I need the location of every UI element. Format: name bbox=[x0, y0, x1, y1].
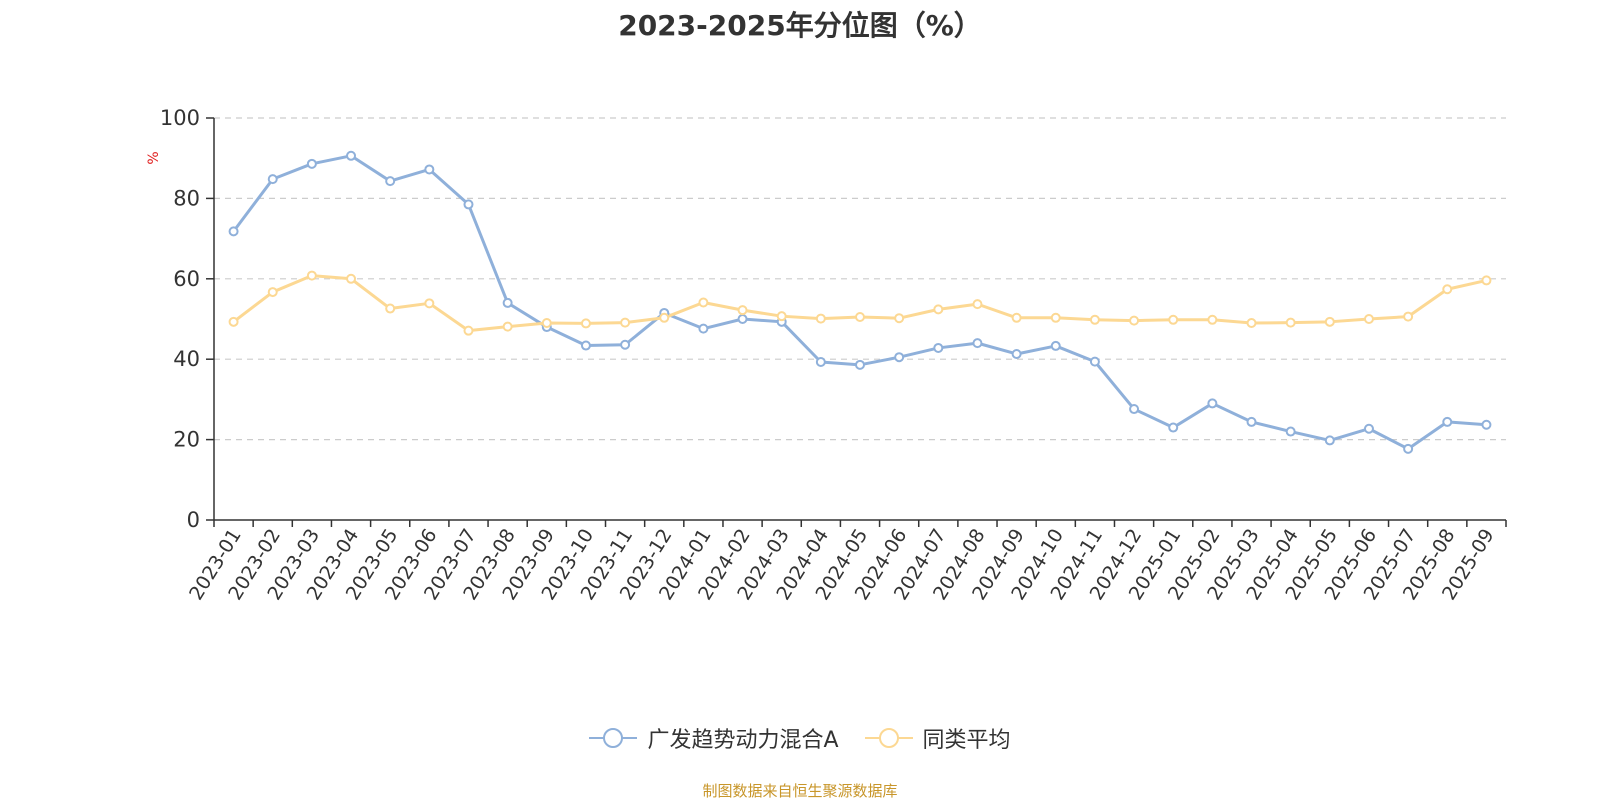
data-point[interactable] bbox=[463, 199, 474, 210]
legend-label-fund: 广发趋势动力混合A bbox=[647, 728, 839, 753]
data-point[interactable] bbox=[1168, 422, 1179, 433]
grid-lines bbox=[214, 117, 1506, 441]
data-point[interactable] bbox=[737, 314, 748, 324]
data-point[interactable] bbox=[1324, 435, 1335, 446]
data-point[interactable] bbox=[385, 303, 396, 314]
data-point[interactable] bbox=[659, 312, 670, 323]
legend-item-fund[interactable]: 广发趋势动力混合A bbox=[589, 722, 839, 754]
y-tick-label: 0 bbox=[187, 508, 200, 532]
data-point[interactable] bbox=[424, 298, 435, 309]
y-tick-label: 40 bbox=[173, 347, 200, 371]
data-point[interactable] bbox=[346, 150, 357, 161]
data-point[interactable] bbox=[306, 158, 317, 169]
data-point[interactable] bbox=[385, 176, 396, 187]
y-tick-label: 100 bbox=[160, 106, 200, 130]
data-point[interactable] bbox=[698, 323, 709, 334]
y-tick-label: 80 bbox=[173, 186, 200, 210]
data-point[interactable] bbox=[894, 352, 905, 363]
data-point[interactable] bbox=[228, 226, 239, 237]
data-point[interactable] bbox=[855, 311, 865, 322]
legend-label-peer-average: 同类平均 bbox=[922, 728, 1011, 753]
data-point[interactable] bbox=[1089, 314, 1100, 325]
data-point[interactable] bbox=[894, 313, 905, 324]
data-point[interactable] bbox=[933, 304, 944, 315]
data-point[interactable] bbox=[1403, 311, 1414, 322]
axes bbox=[206, 117, 1507, 527]
data-point[interactable] bbox=[1285, 317, 1296, 328]
legend-item-peer-average[interactable]: 同类平均 bbox=[864, 722, 1011, 754]
data-point[interactable] bbox=[1403, 443, 1414, 454]
data-point[interactable] bbox=[1089, 356, 1100, 367]
data-point[interactable] bbox=[698, 297, 709, 308]
series-line-1 bbox=[232, 274, 1487, 333]
data-point[interactable] bbox=[1442, 284, 1453, 295]
data-point[interactable] bbox=[580, 318, 591, 329]
data-point[interactable] bbox=[1129, 315, 1140, 326]
data-point[interactable] bbox=[1246, 318, 1257, 329]
data-point[interactable] bbox=[463, 325, 474, 336]
data-point[interactable] bbox=[1168, 314, 1179, 325]
y-tick-label: 60 bbox=[173, 267, 200, 291]
data-point[interactable] bbox=[1129, 404, 1140, 415]
legend-swatch-peer-icon bbox=[864, 728, 913, 748]
legend-swatch-fund-icon bbox=[589, 728, 638, 748]
chart-title: 2023-2025年分位图（%） bbox=[618, 9, 982, 42]
legend: 广发趋势动力混合A 同类平均 bbox=[0, 722, 1600, 754]
data-point[interactable] bbox=[815, 313, 826, 324]
data-point[interactable] bbox=[267, 174, 278, 185]
series-line-0 bbox=[232, 154, 1487, 451]
data-point[interactable] bbox=[1011, 348, 1022, 359]
data-point[interactable] bbox=[306, 270, 317, 281]
data-point[interactable] bbox=[1481, 419, 1492, 430]
data-point[interactable] bbox=[267, 287, 278, 298]
data-point[interactable] bbox=[933, 342, 944, 353]
data-point[interactable] bbox=[972, 338, 983, 349]
data-point[interactable] bbox=[580, 340, 591, 351]
data-point[interactable] bbox=[502, 297, 513, 308]
data-point[interactable] bbox=[1207, 314, 1218, 325]
data-point[interactable] bbox=[1363, 314, 1374, 324]
data-point[interactable] bbox=[1285, 426, 1296, 437]
data-point[interactable] bbox=[776, 311, 787, 322]
data-point[interactable] bbox=[815, 357, 826, 368]
data-point[interactable] bbox=[1481, 275, 1492, 286]
data-point[interactable] bbox=[620, 317, 631, 328]
data-point[interactable] bbox=[972, 299, 983, 310]
y-axis-unit-label: % bbox=[146, 151, 162, 164]
data-source-note: 制图数据来自恒生聚源数据库 bbox=[702, 782, 898, 800]
data-point[interactable] bbox=[855, 359, 865, 370]
data-point[interactable] bbox=[346, 273, 357, 284]
data-point[interactable] bbox=[228, 316, 239, 327]
data-point[interactable] bbox=[541, 318, 552, 329]
data-point[interactable] bbox=[1246, 416, 1257, 427]
data-point[interactable] bbox=[424, 164, 435, 175]
data-point[interactable] bbox=[620, 339, 631, 350]
data-point[interactable] bbox=[1207, 398, 1218, 409]
y-tick-label: 20 bbox=[173, 428, 200, 452]
tick-labels: 020406080100%2023-012023-022023-032023-0… bbox=[146, 106, 1499, 604]
data-point[interactable] bbox=[1324, 316, 1335, 327]
data-point[interactable] bbox=[502, 321, 513, 332]
data-point[interactable] bbox=[737, 305, 748, 316]
data-point[interactable] bbox=[1363, 423, 1374, 434]
data-point[interactable] bbox=[1050, 312, 1061, 323]
data-point[interactable] bbox=[1050, 340, 1061, 351]
series-lines bbox=[228, 150, 1492, 454]
data-point[interactable] bbox=[1011, 312, 1022, 323]
data-point[interactable] bbox=[1442, 416, 1453, 427]
